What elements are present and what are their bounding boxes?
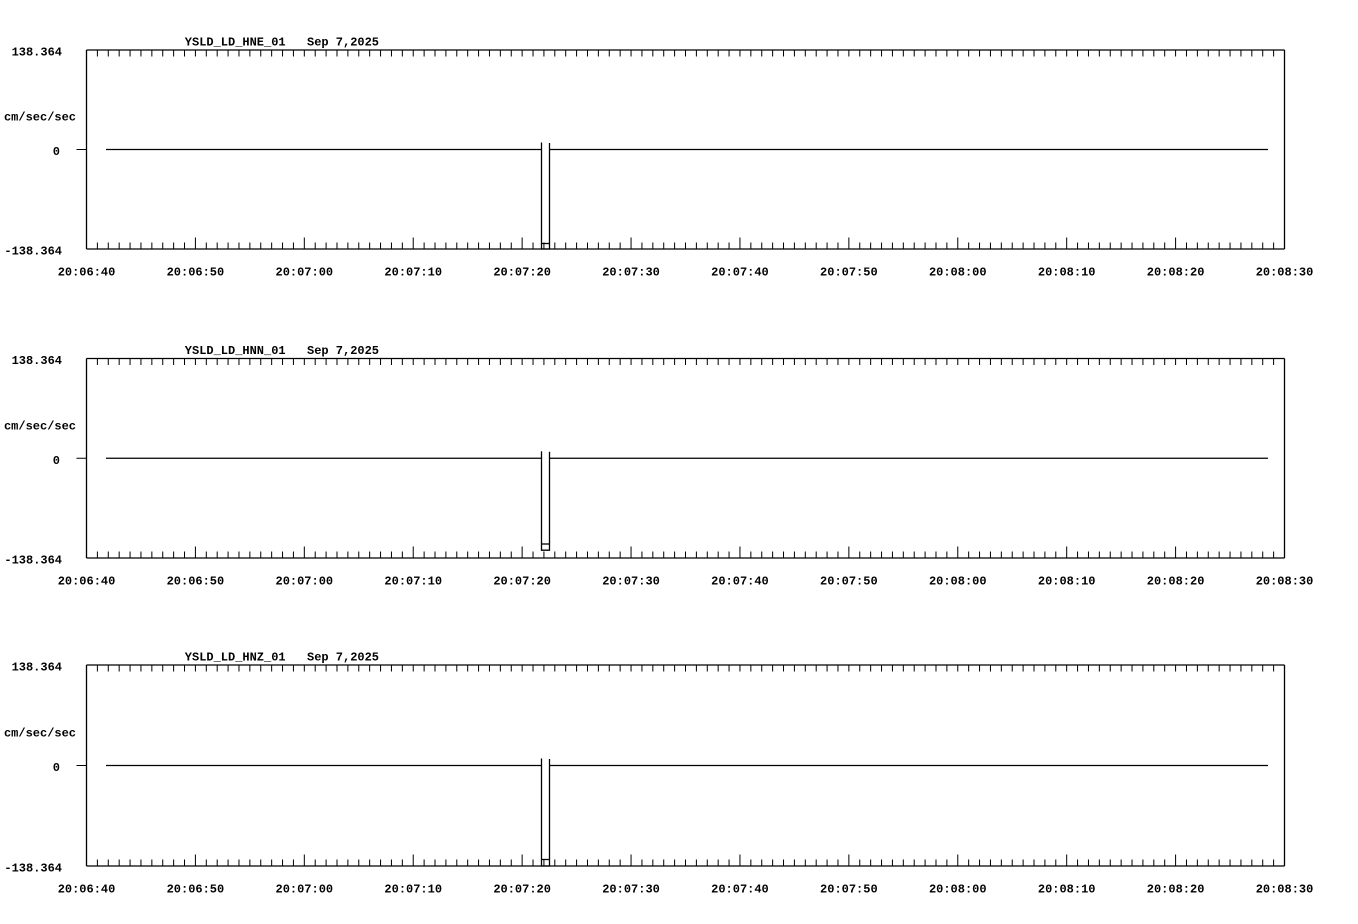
- svg-text:20:07:50: 20:07:50: [820, 575, 878, 589]
- svg-text:20:08:00: 20:08:00: [929, 266, 987, 280]
- svg-text:20:08:00: 20:08:00: [929, 883, 987, 897]
- svg-text:20:08:20: 20:08:20: [1147, 575, 1205, 589]
- svg-text:20:08:30: 20:08:30: [1256, 266, 1314, 280]
- svg-text:20:07:20: 20:07:20: [493, 266, 551, 280]
- svg-text:20:06:40: 20:06:40: [58, 266, 116, 280]
- svg-text:20:07:30: 20:07:30: [602, 575, 660, 589]
- svg-text:20:07:30: 20:07:30: [602, 883, 660, 897]
- svg-text:20:07:10: 20:07:10: [384, 883, 442, 897]
- svg-text:Sep 7,2025: Sep 7,2025: [307, 651, 379, 665]
- svg-text:0: 0: [53, 761, 60, 775]
- svg-text:20:08:20: 20:08:20: [1147, 266, 1205, 280]
- svg-text:-138.364: -138.364: [4, 245, 62, 259]
- svg-text:-138.364: -138.364: [4, 862, 62, 876]
- svg-text:20:07:10: 20:07:10: [384, 266, 442, 280]
- svg-text:20:08:20: 20:08:20: [1147, 883, 1205, 897]
- svg-text:20:07:40: 20:07:40: [711, 266, 769, 280]
- svg-text:20:07:50: 20:07:50: [820, 266, 878, 280]
- svg-text:20:08:30: 20:08:30: [1256, 883, 1314, 897]
- svg-text:20:07:00: 20:07:00: [276, 266, 334, 280]
- svg-text:20:08:10: 20:08:10: [1038, 883, 1096, 897]
- svg-text:20:07:00: 20:07:00: [276, 883, 334, 897]
- svg-text:20:08:10: 20:08:10: [1038, 266, 1096, 280]
- svg-text:YSLD_LD_HNN_01: YSLD_LD_HNN_01: [185, 344, 286, 358]
- svg-text:20:07:00: 20:07:00: [276, 575, 334, 589]
- svg-text:20:08:00: 20:08:00: [929, 575, 987, 589]
- svg-text:138.364: 138.364: [12, 46, 62, 60]
- svg-text:138.364: 138.364: [12, 661, 62, 675]
- svg-text:20:06:50: 20:06:50: [167, 266, 225, 280]
- svg-text:20:08:10: 20:08:10: [1038, 575, 1096, 589]
- svg-text:20:07:20: 20:07:20: [493, 575, 551, 589]
- svg-text:20:07:50: 20:07:50: [820, 883, 878, 897]
- svg-text:YSLD_LD_HNE_01: YSLD_LD_HNE_01: [185, 36, 286, 50]
- svg-text:20:08:30: 20:08:30: [1256, 575, 1314, 589]
- svg-text:0: 0: [53, 145, 60, 159]
- svg-text:20:07:40: 20:07:40: [711, 883, 769, 897]
- svg-text:-138.364: -138.364: [4, 554, 62, 568]
- svg-text:YSLD_LD_HNZ_01: YSLD_LD_HNZ_01: [185, 651, 286, 665]
- svg-text:20:06:40: 20:06:40: [58, 575, 116, 589]
- svg-text:cm/sec/sec: cm/sec/sec: [4, 419, 76, 433]
- svg-text:20:06:50: 20:06:50: [167, 883, 225, 897]
- svg-text:20:06:50: 20:06:50: [167, 575, 225, 589]
- svg-text:20:07:30: 20:07:30: [602, 266, 660, 280]
- svg-text:cm/sec/sec: cm/sec/sec: [4, 111, 76, 125]
- svg-text:138.364: 138.364: [12, 354, 62, 368]
- svg-text:0: 0: [53, 454, 60, 468]
- svg-text:20:07:40: 20:07:40: [711, 575, 769, 589]
- svg-text:Sep 7,2025: Sep 7,2025: [307, 344, 379, 358]
- svg-text:20:07:20: 20:07:20: [493, 883, 551, 897]
- svg-text:20:06:40: 20:06:40: [58, 883, 116, 897]
- svg-text:cm/sec/sec: cm/sec/sec: [4, 727, 76, 741]
- svg-text:20:07:10: 20:07:10: [384, 575, 442, 589]
- svg-text:Sep 7,2025: Sep 7,2025: [307, 36, 379, 50]
